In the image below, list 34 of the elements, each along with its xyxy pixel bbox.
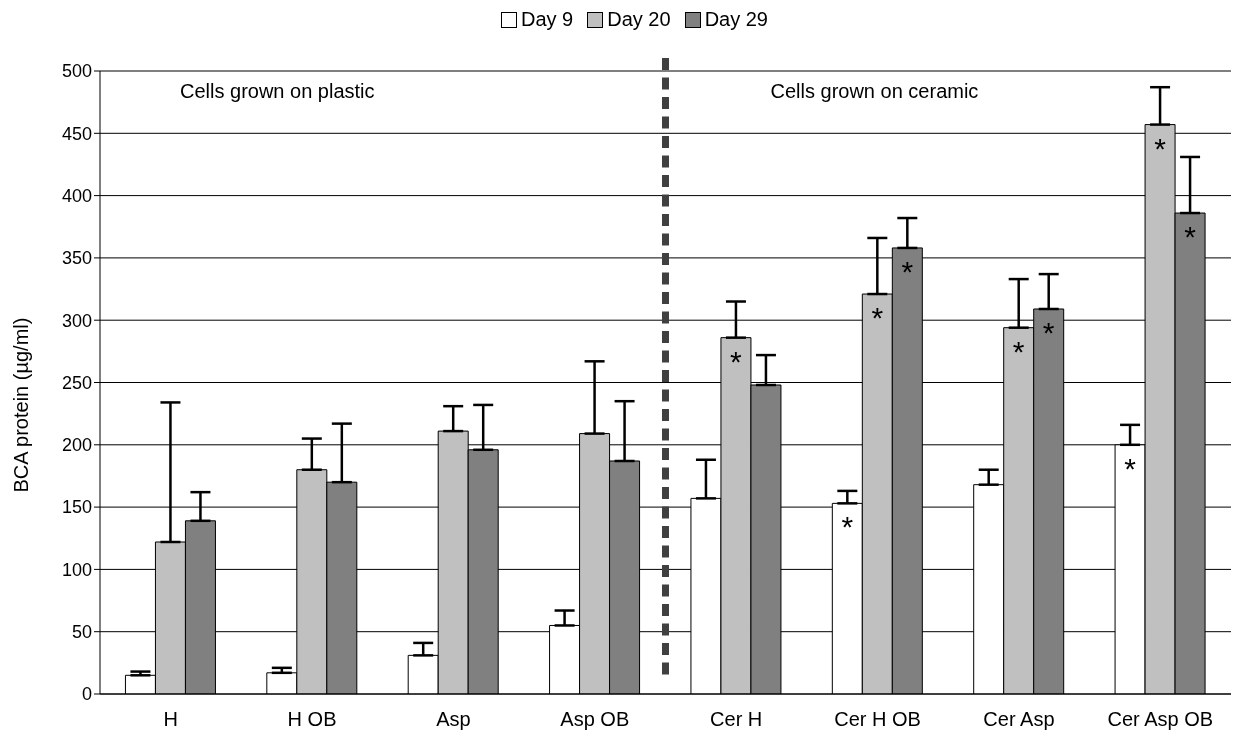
y-axis-title: BCA protein (µg/ml)	[10, 317, 33, 493]
y-tick-label: 400	[61, 185, 92, 206]
x-tick-label: Asp OB	[560, 708, 630, 731]
data-label: *	[730, 344, 743, 378]
data-label: *	[1124, 451, 1137, 485]
data-label: *	[1012, 334, 1025, 368]
y-tick-label: 300	[61, 310, 92, 331]
x-tick-label: H OB	[287, 708, 337, 731]
data-label: *	[841, 510, 854, 544]
x-tick-label: Cer Asp OB	[1107, 708, 1214, 731]
data-label: *	[871, 301, 884, 335]
x-tick-label: Cer H	[710, 708, 763, 731]
annotation: Cells grown on plastic	[180, 80, 375, 103]
y-tick-label: 50	[71, 622, 92, 643]
data-label: *	[901, 254, 914, 288]
x-tick-label: Asp	[436, 708, 471, 731]
legend-label: Day 9	[520, 8, 574, 31]
x-tick-label: Cer Asp	[983, 708, 1055, 731]
y-tick-label: 350	[61, 248, 92, 269]
data-label: *	[1184, 220, 1197, 254]
annotation: Cells grown on ceramic	[770, 80, 979, 103]
y-tick-label: 150	[61, 497, 92, 518]
y-tick-label: 100	[61, 559, 92, 580]
y-tick-label: 0	[81, 684, 92, 705]
y-tick-label: 500	[61, 61, 92, 82]
data-label: *	[1154, 131, 1167, 165]
y-tick-label: 450	[61, 123, 92, 144]
x-tick-label: Cer H OB	[834, 708, 921, 731]
legend-label: Day 20	[606, 8, 671, 31]
legend-label: Day 29	[703, 8, 768, 31]
y-tick-label: 200	[61, 435, 92, 456]
y-tick-label: 250	[61, 372, 92, 393]
data-label: *	[1042, 315, 1055, 349]
x-tick-label: H	[163, 708, 178, 731]
